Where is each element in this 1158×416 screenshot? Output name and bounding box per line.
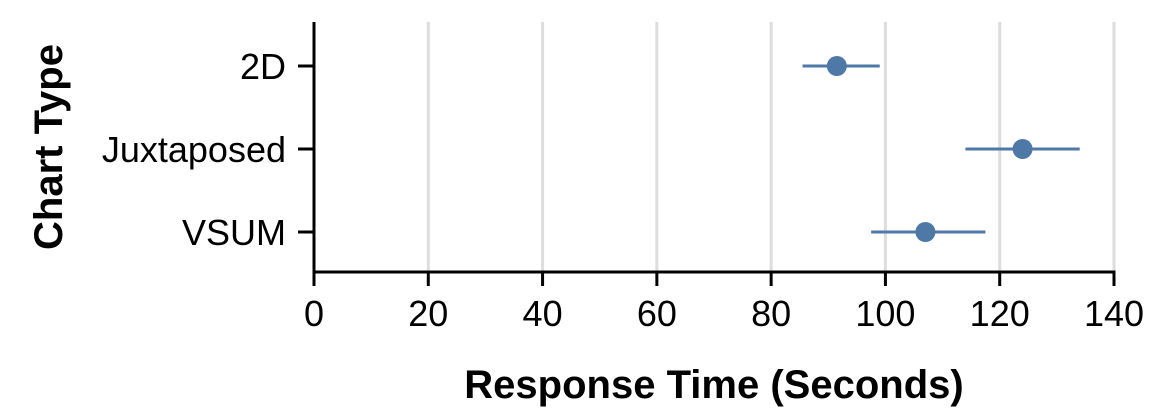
y-axis-ticks: 2D Juxtaposed VSUM	[102, 46, 314, 253]
x-tick-label: 140	[1084, 293, 1144, 334]
x-tick-label: 0	[304, 293, 324, 334]
x-tick-label: 20	[408, 293, 448, 334]
data-point	[1012, 139, 1033, 159]
x-tick-label: 40	[523, 293, 563, 334]
data-point	[915, 222, 936, 242]
x-tick-label: 80	[751, 293, 791, 334]
x-tick-label: 120	[970, 293, 1030, 334]
y-axis-title: Chart Type	[27, 44, 71, 250]
y-tick-label: Juxtaposed	[102, 129, 286, 170]
x-axis-ticks: 0 20 40 60 80 100 120 140	[304, 272, 1144, 334]
x-axis-title: Response Time (Seconds)	[464, 363, 963, 407]
y-tick-label: VSUM	[182, 212, 286, 253]
grid-lines	[426, 22, 1116, 272]
y-tick-label: 2D	[240, 46, 286, 87]
data-marks	[802, 56, 1080, 242]
x-tick-label: 60	[637, 293, 677, 334]
data-point	[826, 56, 847, 76]
x-tick-label: 100	[855, 293, 915, 334]
